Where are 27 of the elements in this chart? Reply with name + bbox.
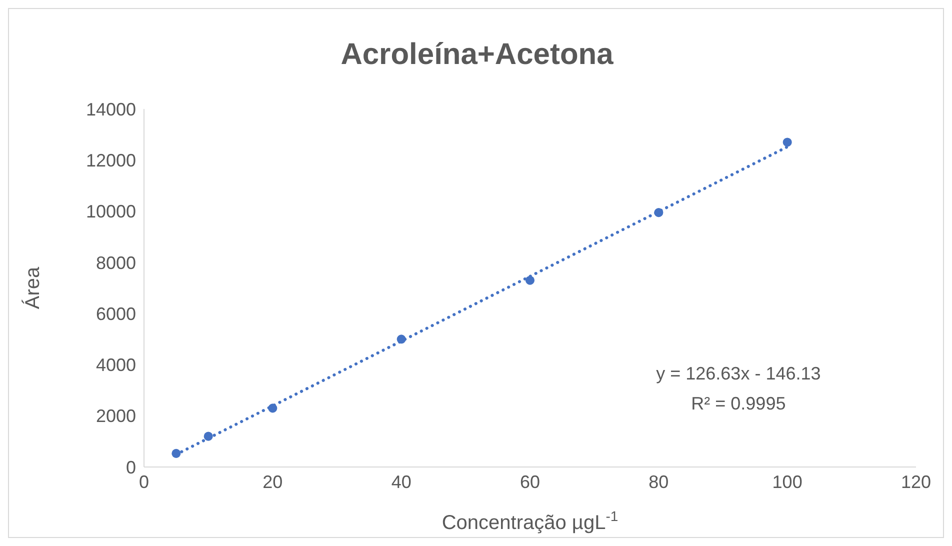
point: [525, 276, 535, 285]
point: [654, 208, 664, 218]
point: [268, 404, 278, 413]
annotation: R² = 0.9995: [691, 393, 786, 414]
y-axis-title: Área: [21, 266, 44, 310]
x-tick-label: 20: [262, 472, 283, 492]
y-tick-label: 4000: [96, 355, 136, 376]
y-tick-label: 6000: [96, 304, 136, 324]
point: [782, 138, 792, 147]
point: [396, 334, 406, 344]
y-tick-label: 8000: [96, 252, 136, 273]
y-tick-label: 12000: [86, 150, 136, 171]
point: [172, 448, 181, 458]
annotation: y = 126.63x - 146.13: [656, 363, 821, 384]
y-tick-label: 0: [126, 457, 136, 478]
x-tick-label: 60: [520, 472, 540, 492]
x-tick-label: 120: [900, 472, 932, 492]
y-tick-label: 14000: [86, 99, 136, 120]
x-axis-title: Concentração µgL$^{-1}$: [442, 508, 618, 534]
x-tick-label: 40: [391, 472, 412, 492]
y-tick-label: 10000: [86, 202, 136, 222]
x-tick-label: 80: [648, 472, 669, 492]
y-tick-label: 2000: [96, 406, 136, 426]
x-tick-label: 100: [772, 472, 802, 492]
point: [204, 432, 213, 441]
chart-title: Acroleína+Acetona: [340, 38, 614, 71]
x-tick-label: 0: [138, 472, 150, 492]
